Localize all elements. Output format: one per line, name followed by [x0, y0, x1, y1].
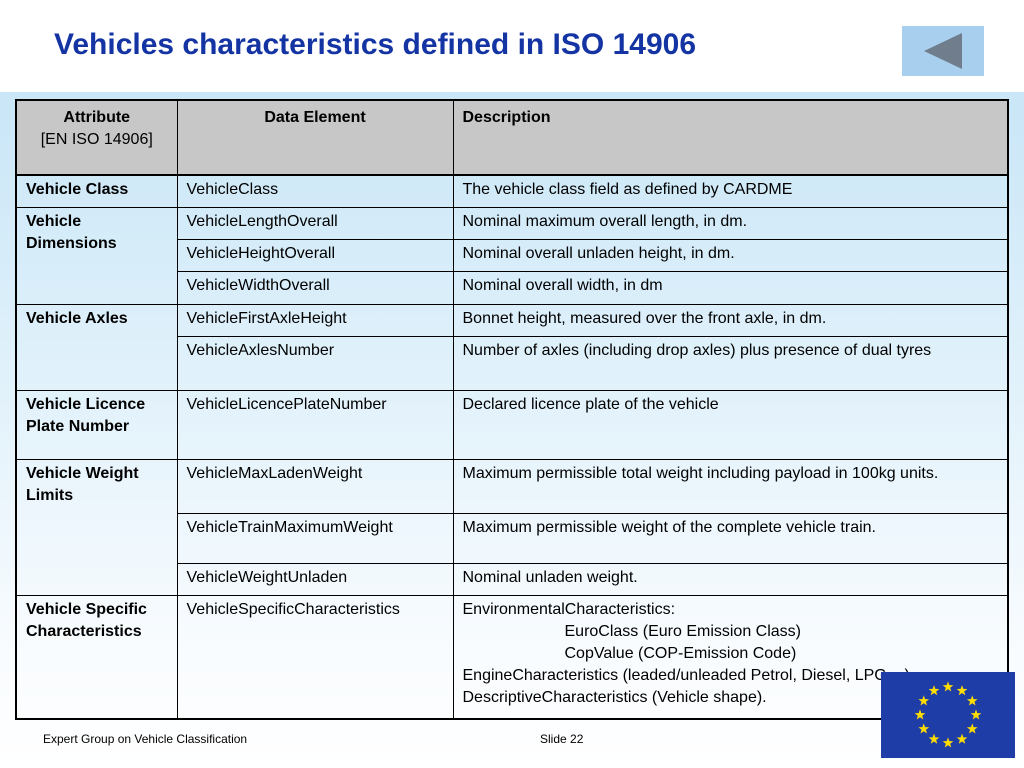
flag-star-icon [942, 681, 954, 692]
description-line: EngineCharacteristics (leaded/unleaded P… [462, 666, 910, 684]
flag-star-icon [918, 723, 930, 734]
table-row: VehicleTrainMaximumWeight Maximum permis… [16, 512, 1009, 564]
flag-star-icon [956, 685, 968, 696]
data-element-cell: VehicleClass [176, 174, 454, 208]
data-element-cell: VehicleFirstAxleHeight [176, 303, 454, 337]
data-element-cell: VehicleAxlesNumber [176, 335, 454, 391]
description-cell: Maximum permissible total weight includi… [452, 458, 1009, 514]
description-cell: Nominal unladen weight. [452, 562, 1009, 596]
slide-title: Vehicles characteristics defined in ISO … [54, 28, 696, 61]
description-cell: Declared licence plate of the vehicle [452, 389, 1009, 460]
description-cell: Nominal maximum overall length, in dm. [452, 206, 1009, 240]
flag-star-icon [942, 737, 954, 748]
attribute-cell: Vehicle Dimensions [15, 206, 178, 305]
table-row: VehicleHeightOverall Nominal overall unl… [16, 238, 1009, 272]
eu-flag-icon [881, 672, 1015, 758]
data-element-cell: VehicleTrainMaximumWeight [176, 512, 454, 564]
flag-star-icon [928, 733, 940, 744]
table-row: Vehicle Weight Limits VehicleMaxLadenWei… [15, 458, 1009, 596]
table-row: Vehicle Axles VehicleFirstAxleHeight Bon… [15, 303, 1009, 391]
data-element-cell: VehicleLicencePlateNumber [176, 389, 454, 460]
header-attribute-sub: [EN ISO 14906] [40, 131, 153, 148]
flag-star-icon [966, 695, 978, 706]
description-cell: The vehicle class field as defined by CA… [452, 174, 1009, 208]
header-attribute-label: Attribute [63, 109, 131, 126]
table-row: Vehicle Dimensions VehicleLengthOverall … [15, 206, 1009, 305]
back-button[interactable] [902, 26, 984, 76]
description-line: EnvironmentalCharacteristics: [462, 600, 676, 618]
table-row: Vehicle Specific Characteristics Vehicle… [15, 594, 1009, 720]
attribute-cell: Vehicle Specific Characteristics [15, 594, 178, 720]
attribute-cell: Vehicle Class [15, 174, 178, 208]
data-element-cell: VehicleLengthOverall [176, 206, 454, 240]
flag-star-icon [956, 733, 968, 744]
description-cell: Bonnet height, measured over the front a… [452, 303, 1009, 337]
description-cell: EnvironmentalCharacteristics: EuroClass … [452, 594, 1009, 720]
header-attribute: Attribute [EN ISO 14906] [15, 99, 178, 176]
data-element-cell: VehicleHeightOverall [176, 238, 454, 272]
description-line: DescriptiveCharacteristics (Vehicle shap… [462, 688, 767, 706]
description-line: CopValue (COP-Emission Code) [564, 644, 797, 662]
data-element-cell: VehicleWidthOverall [176, 270, 454, 305]
attribute-cell: Vehicle Weight Limits [15, 458, 178, 596]
description-cell: Nominal overall width, in dm [452, 270, 1009, 305]
iso-attributes-table: Attribute [EN ISO 14906] Data Element De… [15, 99, 1009, 720]
footer-organization: Expert Group on Vehicle Classification [43, 732, 248, 746]
header-data-element: Data Element [176, 99, 454, 176]
flag-star-icon [966, 723, 978, 734]
header-description: Description [452, 99, 1009, 176]
footer-slide-number: Slide 22 [540, 732, 584, 746]
data-element-cell: VehicleSpecificCharacteristics [176, 594, 454, 720]
description-cell: Maximum permissible weight of the comple… [452, 512, 1009, 564]
attribute-cell: Vehicle Licence Plate Number [15, 389, 178, 460]
description-line: EuroClass (Euro Emission Class) [564, 622, 802, 640]
flag-star-icon [928, 685, 940, 696]
data-element-cell: VehicleMaxLadenWeight [176, 458, 454, 514]
flag-star-icon [970, 709, 982, 720]
flag-star-icon [914, 709, 926, 720]
table-row: Vehicle Class VehicleClass The vehicle c… [15, 174, 1009, 208]
data-element-cell: VehicleWeightUnladen [176, 562, 454, 596]
description-cell: Number of axles (including drop axles) p… [452, 335, 1009, 391]
table-row: Vehicle Licence Plate Number VehicleLice… [15, 389, 1009, 460]
table-row: VehicleWeightUnladen Nominal unladen wei… [16, 562, 1009, 596]
table-row: VehicleAxlesNumber Number of axles (incl… [16, 335, 1009, 391]
attribute-cell: Vehicle Axles [15, 303, 178, 391]
left-triangle-icon [924, 33, 962, 69]
description-cell: Nominal overall unladen height, in dm. [452, 238, 1009, 272]
flag-star-icon [918, 695, 930, 706]
table-header-row: Attribute [EN ISO 14906] Data Element De… [15, 99, 1009, 176]
